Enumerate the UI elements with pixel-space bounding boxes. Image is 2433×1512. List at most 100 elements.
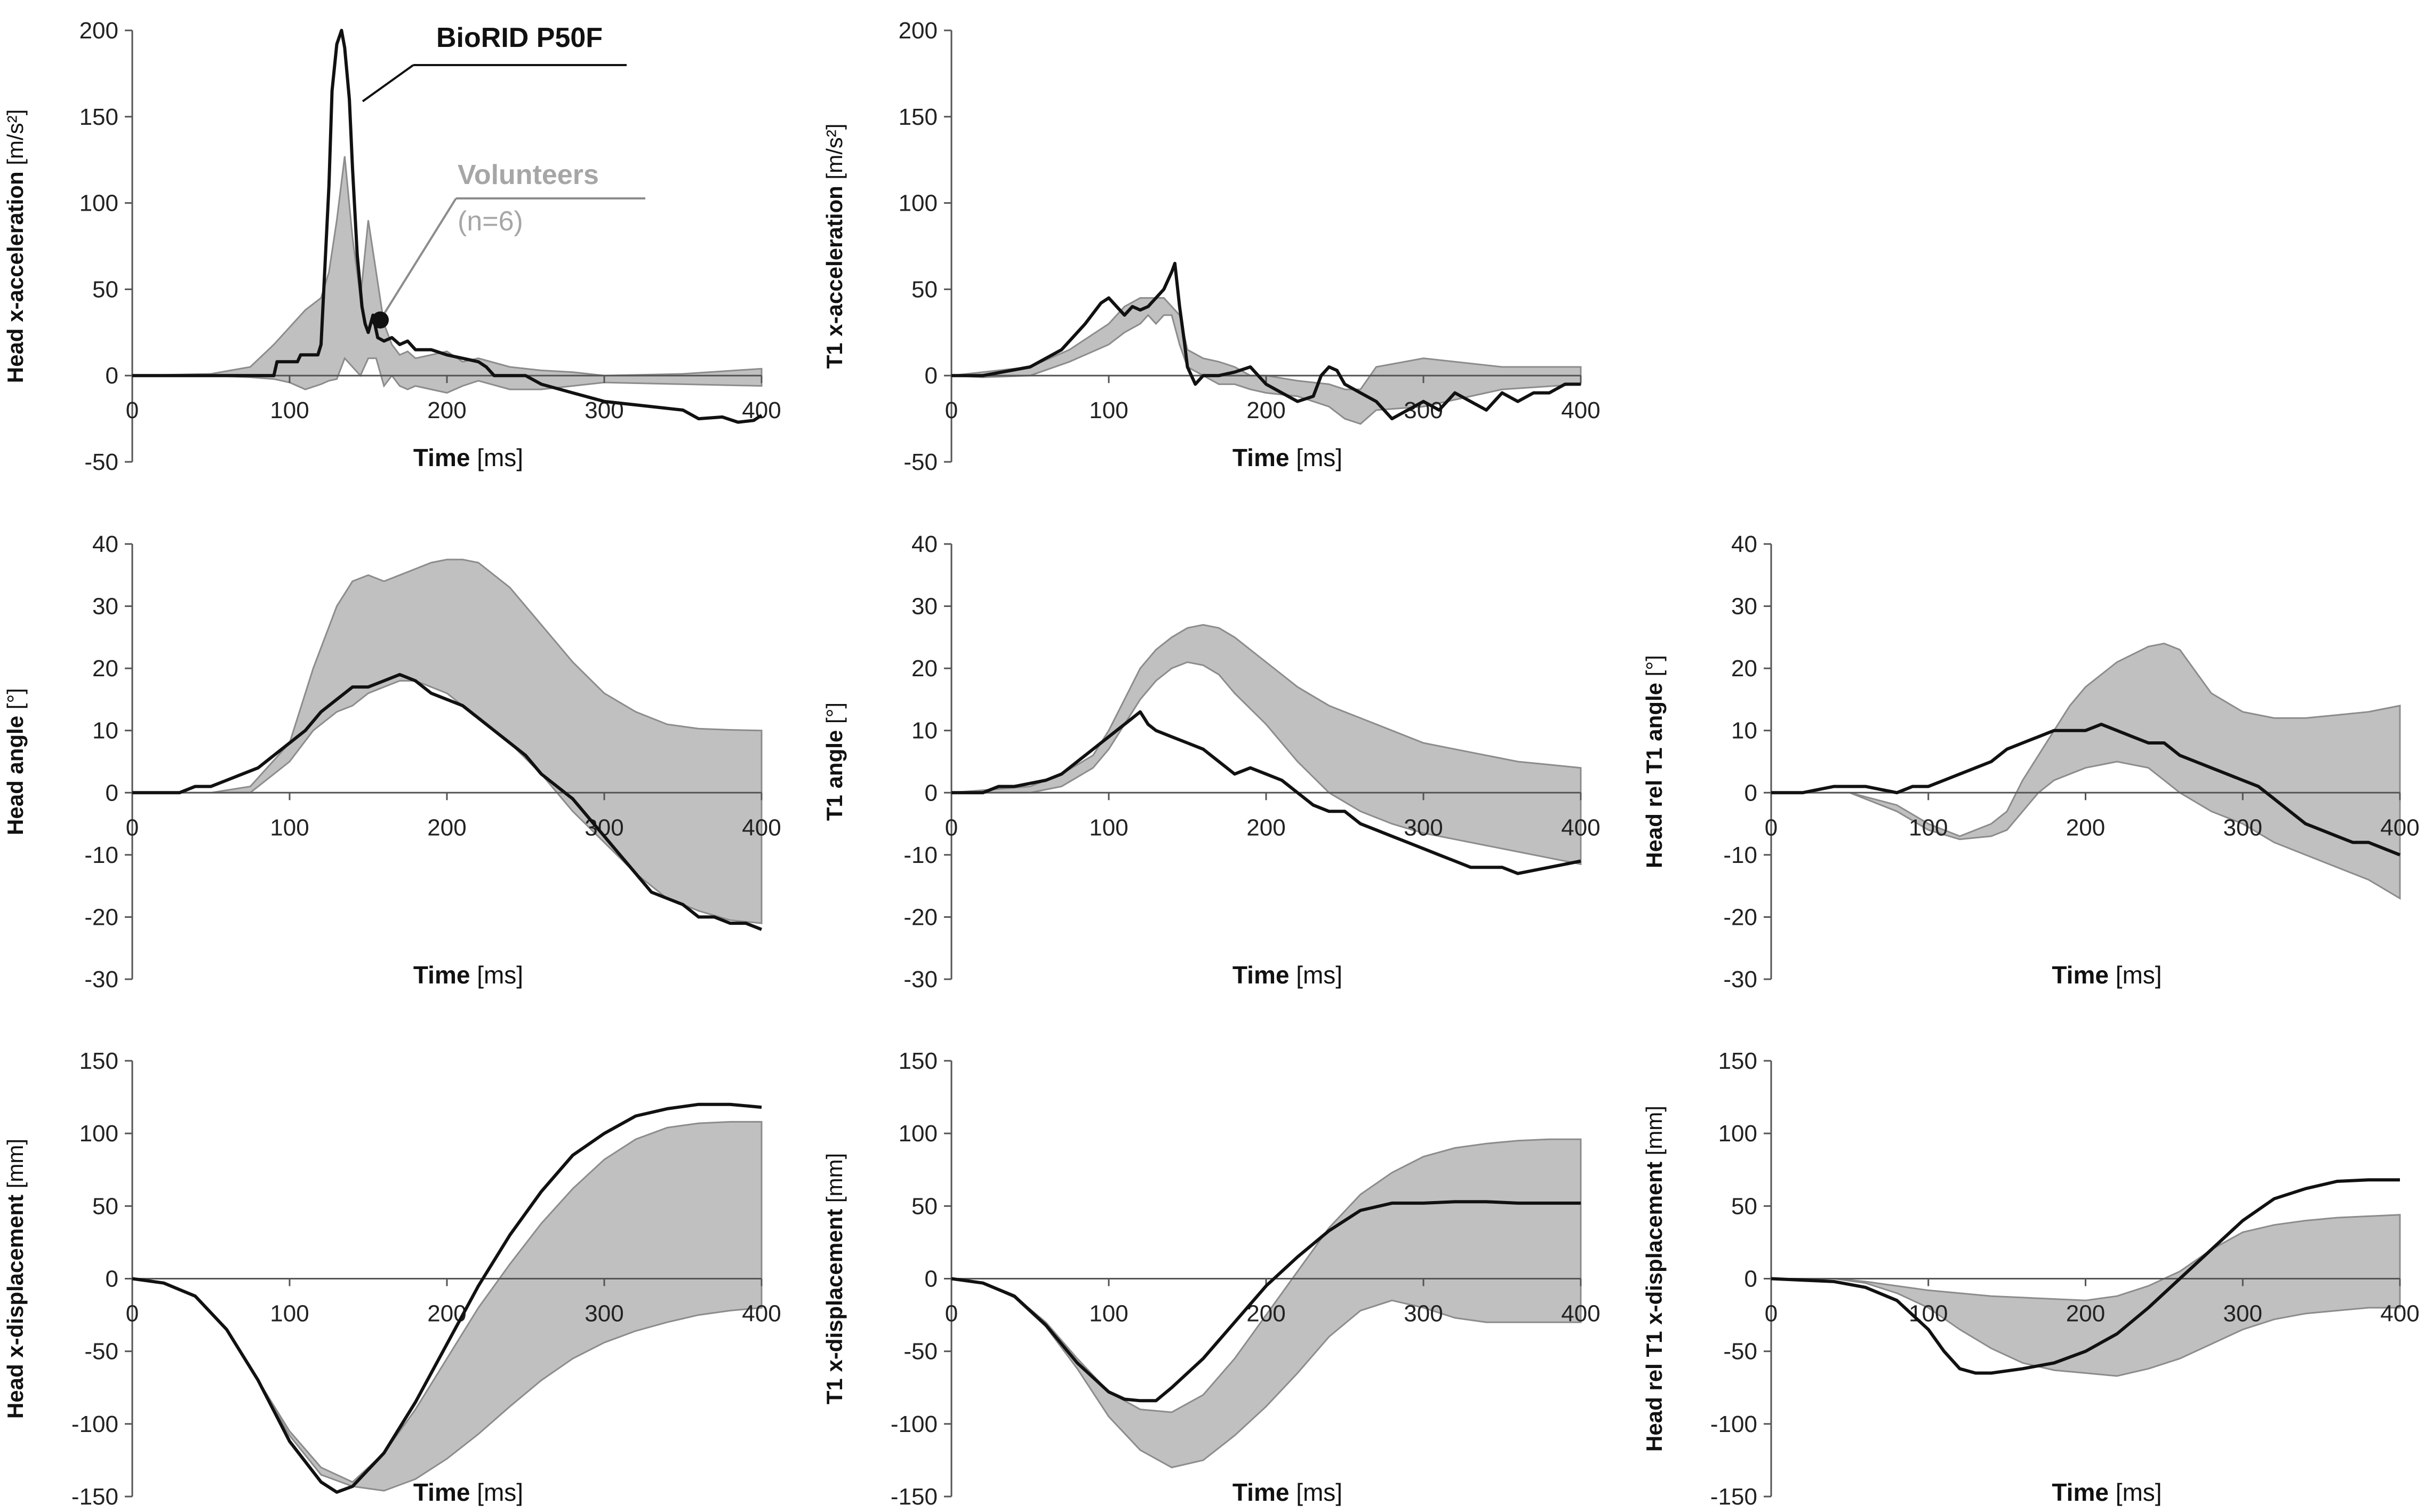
x-axis-label: Time [ms] [413,444,523,471]
y-tick-label: -20 [903,904,938,930]
y-tick-label: 0 [1744,780,1757,806]
y-tick-label: -10 [903,842,938,868]
x-axis-label: Time [ms] [413,1478,523,1506]
y-tick-label: 50 [1731,1193,1757,1219]
y-tick-label: 0 [925,363,938,389]
y-tick-label: 10 [92,718,118,744]
y-axis-label: Head rel T1 x-displacement [mm] [1642,1106,1667,1452]
dummy-label: BioRID P50F [436,22,603,53]
y-tick-label: -50 [1723,1339,1757,1365]
y-tick-label: 150 [79,104,118,130]
y-tick-label: 0 [1744,1266,1757,1292]
y-tick-label: -30 [1723,966,1757,993]
y-tick-label: 100 [899,1121,938,1147]
x-tick-label: 0 [126,814,139,841]
volunteers-leader-dot [372,311,389,329]
volunteer-corridor [951,1138,1582,1469]
x-axis-label: Time [ms] [1232,444,1342,471]
x-tick-label: 400 [742,1301,781,1327]
y-tick-label: -10 [84,842,118,868]
y-tick-label: 20 [911,655,938,682]
y-tick-label: 40 [1731,531,1757,557]
x-tick-label: 100 [270,397,309,423]
panel-head-x-displacement: -150 -100 -50 0 50 100 150 0 100 200 300 400 Time [m… [3,1048,781,1510]
y-tick-label: -50 [84,1339,118,1365]
y-axis-label: T1 x-displacement [mm] [822,1153,847,1404]
x-axis-label: Time [ms] [1232,961,1342,989]
x-tick-label: 200 [2066,814,2105,841]
volunteers-count: (n=6) [458,206,523,237]
biorid-curve [951,710,1581,875]
y-tick-label: 30 [1731,594,1757,620]
x-tick-label: 400 [1561,397,1600,423]
y-tick-label: -50 [903,1339,938,1365]
y-tick-label: -100 [71,1411,118,1437]
y-tick-label: 100 [1718,1121,1757,1147]
volunteer-corridor [1771,1214,2401,1377]
x-tick-label: 200 [1246,814,1285,841]
y-tick-label: 50 [911,276,938,302]
x-tick-label: 100 [1909,814,1948,841]
x-tick-label: 100 [270,1301,309,1327]
biorid-curve [951,1200,1581,1403]
y-tick-label: -30 [84,966,118,993]
x-tick-label: 200 [427,397,466,423]
y-tick-label: -50 [84,449,118,475]
x-tick-label: 400 [2380,814,2419,841]
x-axis-label: Time [ms] [1232,1478,1342,1506]
x-axis-label: Time [ms] [413,961,523,989]
y-tick-label: -150 [891,1484,938,1510]
y-tick-label: 150 [899,104,938,130]
x-tick-label: 400 [2380,1301,2419,1327]
x-tick-label: 0 [126,397,139,423]
y-tick-label: 100 [899,190,938,217]
x-tick-label: 0 [945,1301,958,1327]
biorid-curve [132,1102,762,1494]
x-tick-label: 200 [2066,1301,2105,1327]
y-tick-label: 30 [92,594,118,620]
volunteer-corridor [132,1121,763,1492]
y-tick-label: 150 [79,1048,118,1074]
y-tick-label: -20 [1723,904,1757,930]
y-axis-label: T1 x-acceleration [m/s²] [822,124,847,369]
panel-t1-x-displacement: -150 -100 -50 0 50 100 150 0 100 200 300 400 Time [m… [822,1048,1600,1510]
x-tick-label: 0 [126,1301,139,1327]
x-tick-label: 200 [1246,397,1285,423]
y-tick-label: 40 [92,531,118,557]
y-tick-label: -30 [903,966,938,993]
y-tick-label: -150 [1710,1484,1757,1510]
annotations: BioRID P50F Volunteers (n=6) [362,22,645,329]
y-tick-label: 100 [79,1121,118,1147]
biorid-curve [132,673,763,931]
x-tick-label: 300 [1404,1301,1443,1327]
y-tick-label: 0 [106,780,118,806]
y-tick-label: -10 [1723,842,1757,868]
y-tick-label: -50 [903,449,938,475]
volunteers-leader-line [379,197,457,321]
volunteers-label: Volunteers [458,159,599,190]
y-tick-label: 20 [1731,655,1757,682]
x-tick-label: 0 [1765,814,1778,841]
y-tick-label: -100 [891,1411,938,1437]
y-tick-label: 10 [1731,718,1757,744]
y-tick-label: 100 [79,190,118,217]
y-axis-label: Head angle [°] [3,688,28,835]
y-tick-label: 150 [1718,1048,1757,1074]
y-tick-label: -20 [84,904,118,930]
biorid-curve [1771,1178,2400,1375]
y-tick-label: 50 [911,1193,938,1219]
volunteer-corridor [1771,642,2401,900]
x-tick-label: 300 [2223,1301,2262,1327]
x-tick-label: 300 [1404,814,1443,841]
y-tick-label: -100 [1710,1411,1757,1437]
y-tick-label: 20 [92,655,118,682]
x-tick-label: 200 [427,814,466,841]
biorid-curve [951,261,1581,421]
